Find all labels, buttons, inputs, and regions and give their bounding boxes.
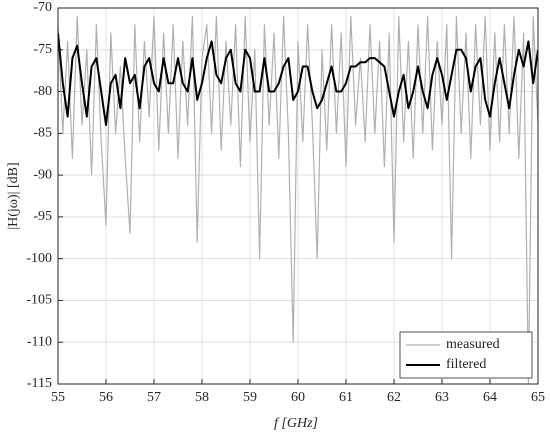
y-tick-label: -80	[33, 84, 52, 99]
x-tick-label: 63	[435, 390, 449, 405]
x-axis-label: f [GHz]	[274, 416, 318, 431]
legend-label: filtered	[446, 357, 486, 372]
plot-lines	[58, 15, 538, 384]
y-tick-label: -100	[26, 251, 52, 266]
y-tick-label: -75	[33, 42, 52, 57]
x-tick-label: 61	[339, 390, 353, 405]
x-tick-label: 57	[147, 390, 161, 405]
plot-frame	[57, 7, 539, 385]
y-axis-label: |H(jω)| [dB]	[6, 162, 21, 229]
x-tick-label: 58	[195, 390, 209, 405]
x-tick-label: 55	[51, 390, 65, 405]
line-filtered	[58, 32, 538, 126]
x-tick-label: 62	[387, 390, 401, 405]
y-tick-label: -110	[27, 334, 52, 349]
x-tick-label: 64	[483, 390, 497, 405]
legend-label: measured	[446, 337, 500, 352]
y-tick-label: -105	[26, 293, 52, 308]
y-tick-label: -85	[33, 126, 52, 141]
y-tick-label: -95	[33, 209, 52, 224]
x-tick-label: 59	[243, 390, 257, 405]
x-tick-label: 56	[99, 390, 113, 405]
x-tick-label: 65	[531, 390, 545, 405]
x-tick-label: 60	[291, 390, 305, 405]
legend-box	[399, 331, 533, 379]
y-tick-label: -115	[27, 376, 52, 391]
y-tick-label: -90	[33, 167, 52, 182]
y-tick-label: -70	[33, 0, 52, 15]
